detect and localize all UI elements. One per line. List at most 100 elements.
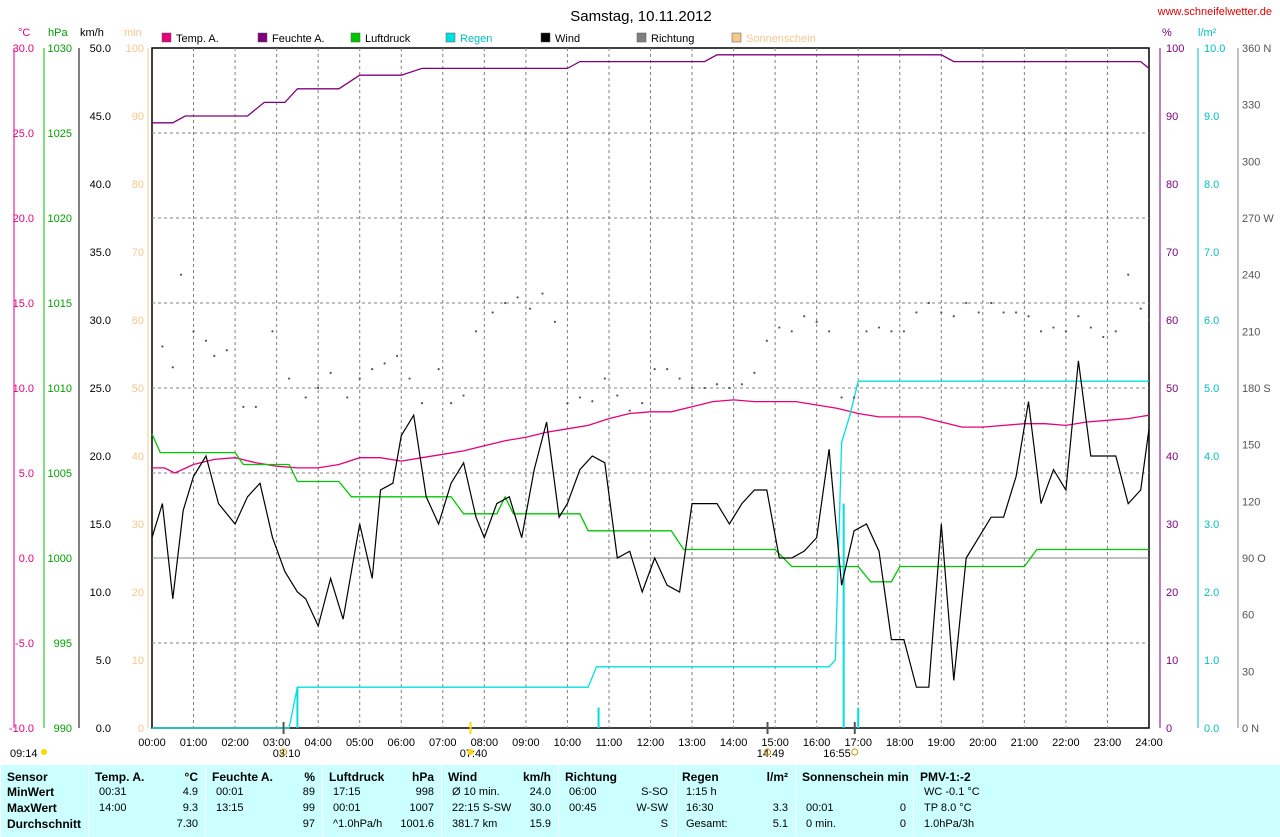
summary-cell-label: 00:01 — [216, 786, 244, 798]
summary-cell-value: S — [660, 818, 668, 830]
summary-cell-label: MinWert — [7, 785, 55, 799]
summary-column: Wind km/h Ø 10 min. 24.0 22:15 S-SW 30.0 381.7… — [441, 765, 559, 837]
summary-unit: km/h — [522, 770, 551, 784]
wind-direction-point — [778, 326, 781, 329]
wind-direction-point — [1147, 318, 1151, 322]
summary-cell-label: WC -0.1 °C — [924, 786, 980, 798]
tick-label-time: 06:00 — [387, 737, 415, 749]
tick-label-rain: 8.0 — [1204, 179, 1219, 191]
tick-label-time: 23:00 — [1094, 737, 1122, 749]
series-line-regen — [152, 380, 1149, 729]
tick-label-temp: -10.0 — [9, 723, 34, 735]
wind-direction-point — [690, 386, 694, 390]
marker-label: 16:55 — [823, 748, 851, 760]
summary-cell-value: 4.9 — [182, 786, 198, 798]
summary-header: Sonnenschein min — [802, 770, 909, 784]
tick-label-pressure: 1025 — [48, 128, 72, 140]
wind-direction-point — [865, 330, 868, 333]
summary-cell-label: TP 8.0 °C — [924, 802, 972, 814]
marker-label: 09:14 — [10, 748, 38, 760]
wind-direction-point — [528, 307, 532, 310]
summary-column: Sonnenschein min 00:01 0 0 min. 0 — [795, 765, 914, 837]
wind-direction-point — [803, 315, 806, 318]
tick-label-humidity: 10 — [1166, 655, 1178, 667]
wind-direction-point — [666, 368, 669, 371]
legend-swatch — [257, 32, 268, 43]
summary-cell-label: 00:31 — [99, 786, 127, 798]
tick-label-wind: 20.0 — [90, 451, 111, 463]
summary-cell-value: 97 — [302, 818, 315, 830]
wind-direction-point — [715, 383, 719, 386]
tick-label-temp: 30.0 — [13, 43, 34, 55]
summary-cell-value: S-SO — [641, 786, 668, 798]
wind-direction-point — [616, 394, 619, 397]
tick-label-humidity: 20 — [1166, 587, 1178, 599]
wind-direction-point — [728, 386, 731, 390]
wind-direction-point — [346, 396, 349, 399]
wind-direction-point — [1014, 311, 1018, 314]
tick-label-temp: 25.0 — [13, 128, 34, 140]
series-line-temp-a — [152, 399, 1150, 474]
summary-cell-value: 1007 — [409, 802, 434, 814]
tick-label-sun: 50 — [132, 383, 144, 395]
wind-direction-point — [653, 368, 656, 371]
site-url[interactable]: www.schneifelwetter.de — [1157, 6, 1272, 18]
wind-direction-point — [1039, 330, 1043, 333]
tick-label-wind: 30.0 — [90, 315, 111, 327]
summary-cell-label: 06:00 — [569, 786, 597, 798]
tick-label-time: 18:00 — [886, 737, 914, 749]
wind-direction-point — [940, 311, 943, 314]
summary-header: Richtung — [565, 770, 617, 784]
legend-swatch — [731, 32, 742, 43]
tick-label-temp: -5.0 — [15, 638, 34, 650]
summary-cell-value: 15.9 — [529, 818, 551, 830]
legend-swatch — [636, 32, 647, 43]
wind-direction-point — [603, 377, 606, 380]
tick-label-time: 12:00 — [637, 737, 665, 749]
wind-direction-point — [578, 396, 581, 399]
summary-cell-label: 00:45 — [569, 802, 597, 814]
tick-label-humidity: 60 — [1166, 315, 1178, 327]
tick-label-pressure: 1000 — [48, 553, 72, 565]
tick-label-sun: 20 — [132, 587, 144, 599]
summary-cell-value: 1001.6 — [400, 818, 434, 830]
tick-label-temp: 0.0 — [19, 553, 34, 565]
wind-direction-point — [474, 330, 478, 333]
tick-label-sun: 30 — [132, 519, 144, 531]
tick-label-sun: 100 — [126, 43, 144, 55]
wind-direction-point — [990, 301, 993, 305]
tick-label-time: 21:00 — [1011, 737, 1039, 749]
wind-direction-point — [927, 301, 930, 305]
tick-label-temp: 15.0 — [13, 298, 34, 310]
series-line-luftdruck — [151, 433, 1149, 583]
series-line-feuchte-a — [152, 54, 1150, 124]
wind-direction-point — [242, 405, 245, 408]
wind-direction-point — [192, 330, 195, 333]
wind-direction-point — [790, 330, 793, 333]
wind-direction-point — [753, 371, 756, 374]
tick-label-time: 01:00 — [180, 737, 208, 749]
tick-label-time: 10:00 — [554, 737, 582, 749]
marker-label: 07:40 — [460, 748, 488, 760]
wind-direction-point — [462, 394, 465, 397]
tick-label-pressure: 990 — [54, 723, 72, 735]
summary-cell-value: 0 — [899, 802, 906, 814]
tick-label-direction: 120 — [1242, 496, 1260, 508]
summary-cell-label: 17:15 — [333, 786, 361, 798]
tick-label-sun: 80 — [132, 179, 144, 191]
wind-direction-point — [204, 339, 208, 342]
wind-direction-point — [977, 311, 980, 314]
tick-label-pressure: 1030 — [48, 43, 72, 55]
legend-label: Sonnenschein — [746, 33, 816, 45]
summary-cell-label: 1:15 h — [686, 786, 717, 798]
wind-direction-point — [225, 349, 228, 352]
summary-unit: l/m² — [766, 770, 788, 784]
summary-cell-label: 0 min. — [806, 818, 836, 830]
wind-direction-point — [450, 402, 453, 405]
wind-direction-point — [952, 315, 955, 318]
wind-direction-point — [1064, 330, 1068, 333]
tick-label-sun: 0 — [138, 723, 144, 735]
unit-label-pressure: hPa — [48, 27, 68, 39]
legend: Temp. A. Feuchte A. Luftdruck Regen Wind Rich… — [161, 32, 816, 45]
wind-direction-point — [516, 296, 519, 299]
